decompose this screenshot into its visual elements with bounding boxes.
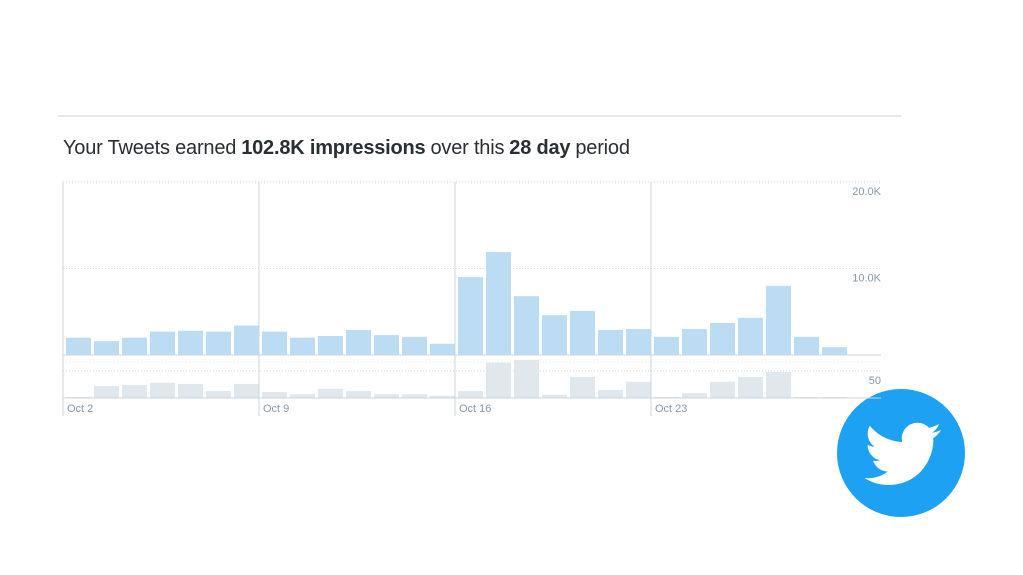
bar: [150, 331, 175, 355]
bar: [234, 383, 259, 398]
bar: [206, 390, 231, 398]
bar: [570, 310, 595, 355]
bar: [682, 329, 707, 355]
bar: [178, 383, 203, 398]
bar: [654, 336, 679, 355]
bar: [710, 381, 735, 398]
bar: [122, 384, 147, 398]
x-tick-label: Oct 2: [67, 403, 93, 415]
x-tick-label: Oct 16: [459, 403, 491, 415]
y-tick-label: 50: [869, 375, 881, 387]
bar: [794, 336, 819, 355]
x-tick-label: Oct 9: [263, 403, 289, 415]
bar: [738, 376, 763, 398]
bar: [178, 330, 203, 355]
bar: [710, 322, 735, 355]
bar: [262, 392, 287, 398]
title-part: over this: [430, 137, 505, 159]
bar: [794, 396, 819, 398]
bar: [542, 315, 567, 355]
bar: [458, 390, 483, 398]
summary-title: Your Tweets earned 102.8K impressions over…: [63, 137, 635, 160]
bar: [598, 389, 623, 398]
bar: [66, 396, 91, 398]
twitter-logo: [837, 389, 965, 517]
bar: [206, 331, 231, 355]
bar: [766, 285, 791, 355]
bar: [402, 394, 427, 398]
bar: [346, 329, 371, 355]
bar: [94, 386, 119, 398]
bar: [738, 317, 763, 355]
bar: [598, 329, 623, 355]
bar: [682, 393, 707, 398]
bar: [318, 335, 343, 355]
bar: [822, 396, 847, 398]
bar: [122, 337, 147, 355]
x-tick-label: Oct 23: [655, 403, 687, 415]
bar: [346, 390, 371, 398]
bar: [150, 382, 175, 398]
bar: [374, 335, 399, 355]
y-tick-label: 10.0K: [852, 272, 881, 284]
bar: [262, 331, 287, 355]
title-part: 102.8K impressions: [241, 137, 426, 159]
bar: [290, 394, 315, 398]
bar: [234, 325, 259, 355]
bar: [766, 371, 791, 398]
bar: [402, 336, 427, 355]
bar: [486, 252, 511, 355]
bar: [654, 396, 679, 398]
title-part: period: [575, 137, 630, 159]
bar: [626, 329, 651, 355]
logo-bird: [864, 422, 942, 486]
bar: [514, 360, 539, 398]
bar: [626, 381, 651, 398]
y-tick-label: 20.0K: [852, 186, 881, 198]
bar: [290, 337, 315, 355]
bar: [542, 394, 567, 398]
bar: [318, 388, 343, 398]
bar: [430, 343, 455, 355]
bar: [430, 395, 455, 398]
title-part: 28 day: [509, 137, 571, 159]
bar: [94, 341, 119, 355]
bar: [570, 376, 595, 398]
bar: [514, 296, 539, 355]
bar: [486, 362, 511, 398]
bar: [458, 277, 483, 355]
title-part: Your Tweets earned: [63, 137, 237, 159]
bar: [374, 394, 399, 398]
bar: [822, 347, 847, 355]
bar: [66, 337, 91, 355]
